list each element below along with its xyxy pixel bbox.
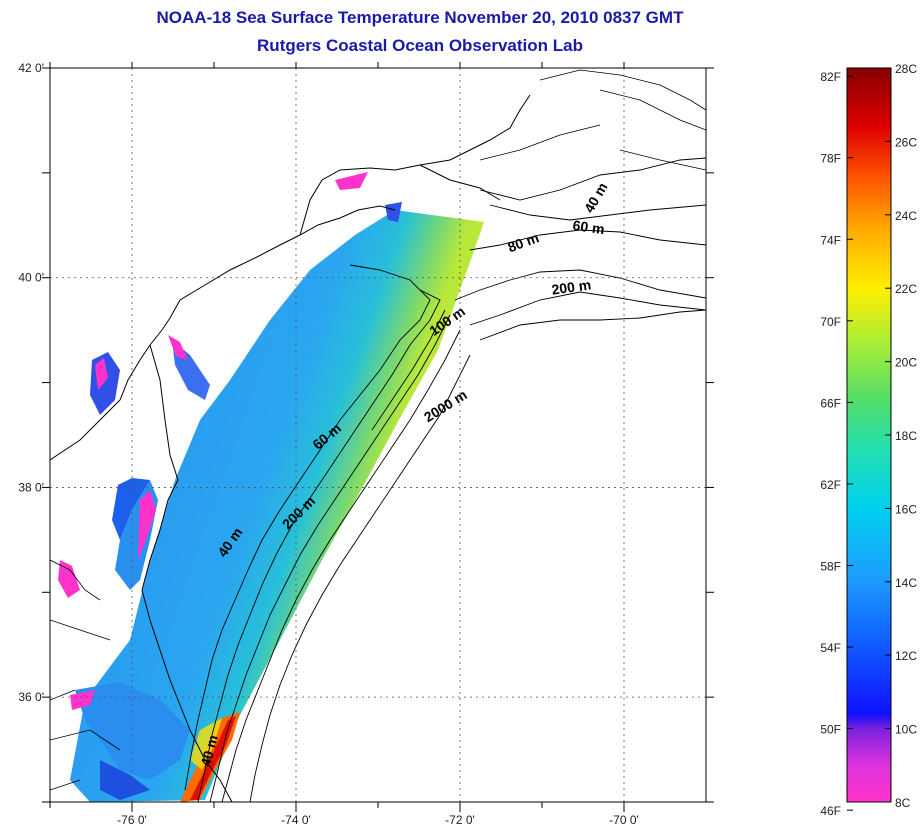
fahrenheit-label: 62F xyxy=(820,478,841,492)
celsius-label: 10C xyxy=(895,723,917,737)
coastline xyxy=(50,94,531,802)
fahrenheit-label: 54F xyxy=(820,641,841,655)
map-axes: -76 0' -74 0' -72 0' -70 0' 42 0' 40 0' 38 0' 3… xyxy=(18,61,714,827)
lat-tick-label: 38 0' xyxy=(18,480,44,494)
contour-label: 40 m xyxy=(197,733,221,768)
lon-tick-label: -72 0' xyxy=(445,813,475,827)
celsius-label: 22C xyxy=(895,282,917,296)
fahrenheit-label: 66F xyxy=(820,396,841,410)
celsius-label: 18C xyxy=(895,429,917,443)
map-title: NOAA-18 Sea Surface Temperature November… xyxy=(156,8,684,27)
fahrenheit-label: 82F xyxy=(820,70,841,84)
colorbar xyxy=(846,67,892,803)
graticule xyxy=(50,68,706,802)
colorbar-labels: 28C 26C 24C 22C 20C 18C 16C 14C 12C 10C 8C 82F 78F 74… xyxy=(820,62,917,818)
celsius-label: 26C xyxy=(895,135,917,149)
isobath-80m xyxy=(371,229,706,431)
isobath-60m xyxy=(197,204,706,802)
fahrenheit-label: 46F xyxy=(820,804,841,818)
sst-swath xyxy=(70,210,484,802)
lon-tick-label: -70 0' xyxy=(609,813,639,827)
map-subtitle: Rutgers Coastal Ocean Observation Lab xyxy=(257,36,583,55)
contour-label: 60 m xyxy=(572,217,606,237)
isobath-40m xyxy=(184,157,706,791)
isobath-200m xyxy=(221,291,706,802)
celsius-label: 24C xyxy=(895,209,917,223)
fahrenheit-label: 78F xyxy=(820,152,841,166)
fahrenheit-label: 58F xyxy=(820,559,841,573)
celsius-label: 20C xyxy=(895,356,917,370)
isobath-100m xyxy=(209,269,706,802)
celsius-label: 14C xyxy=(895,576,917,590)
fahrenheit-label: 50F xyxy=(820,723,841,737)
lat-tick-label: 36 0' xyxy=(18,690,44,704)
fahrenheit-label: 74F xyxy=(820,233,841,247)
lat-tick-label: 40 0' xyxy=(18,271,44,285)
celsius-label: 8C xyxy=(895,796,911,810)
fahrenheit-label: 70F xyxy=(820,315,841,329)
isobath-2000m xyxy=(249,309,706,802)
celsius-label: 16C xyxy=(895,502,917,516)
contour-label: 200 m xyxy=(551,276,593,297)
lon-tick-label: -74 0' xyxy=(281,813,311,827)
celsius-label: 12C xyxy=(895,649,917,663)
lat-tick-label: 42 0' xyxy=(18,61,44,75)
celsius-label: 28C xyxy=(895,62,917,76)
lon-tick-label: -76 0' xyxy=(117,813,147,827)
pamlico-sound xyxy=(75,682,190,780)
